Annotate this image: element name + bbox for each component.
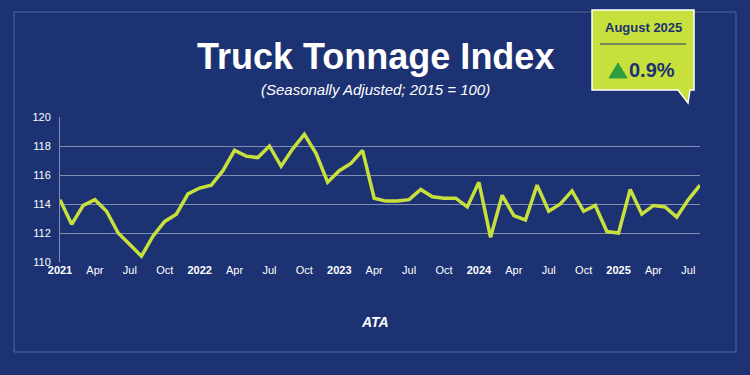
svg-text:Oct: Oct (435, 264, 452, 276)
svg-text:2022: 2022 (187, 264, 211, 276)
svg-text:Apr: Apr (86, 264, 103, 276)
svg-text:2021: 2021 (48, 264, 72, 276)
svg-text:(Seasonally Adjusted; 2015 = 1: (Seasonally Adjusted; 2015 = 100) (261, 81, 490, 98)
svg-text:ATA: ATA (361, 314, 389, 330)
svg-text:Oct: Oct (575, 264, 592, 276)
svg-text:114: 114 (33, 198, 51, 210)
svg-text:Truck Tonnage Index: Truck Tonnage Index (197, 36, 554, 77)
svg-text:Apr: Apr (226, 264, 243, 276)
svg-text:Apr: Apr (505, 264, 522, 276)
svg-text:Jul: Jul (262, 264, 276, 276)
svg-text:112: 112 (33, 227, 51, 239)
svg-text:116: 116 (33, 169, 51, 181)
svg-text:Oct: Oct (296, 264, 313, 276)
svg-text:110: 110 (33, 256, 51, 268)
svg-text:2023: 2023 (327, 264, 351, 276)
svg-text:0.9%: 0.9% (629, 59, 675, 81)
svg-text:Jul: Jul (123, 264, 137, 276)
svg-text:Apr: Apr (645, 264, 662, 276)
svg-text:118: 118 (33, 140, 51, 152)
svg-text:Jul: Jul (681, 264, 695, 276)
svg-text:2024: 2024 (467, 264, 492, 276)
svg-text:August 2025: August 2025 (605, 20, 682, 35)
svg-text:120: 120 (32, 111, 50, 123)
svg-text:Oct: Oct (156, 264, 173, 276)
svg-text:Jul: Jul (402, 264, 416, 276)
svg-text:Apr: Apr (366, 264, 383, 276)
svg-text:Jul: Jul (542, 264, 556, 276)
svg-text:2025: 2025 (606, 264, 630, 276)
